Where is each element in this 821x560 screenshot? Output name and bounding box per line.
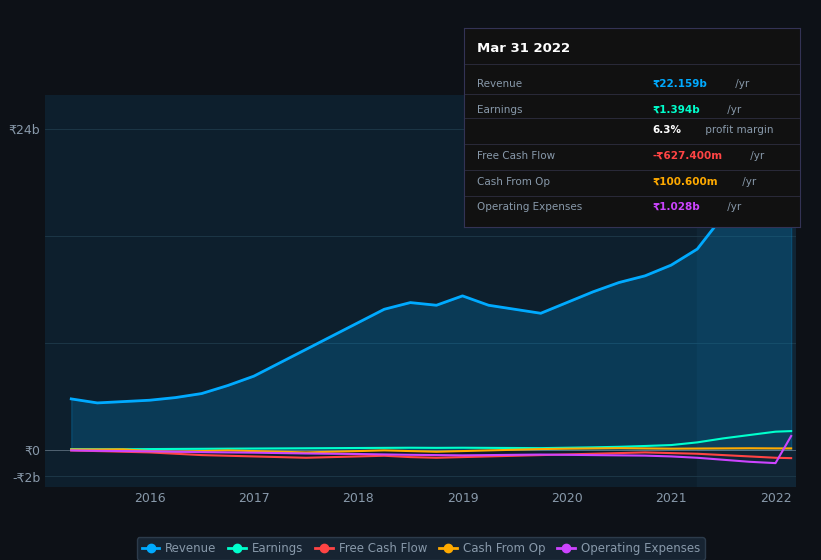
Text: /yr: /yr <box>724 105 741 114</box>
Bar <box>697 95 796 487</box>
Text: profit margin: profit margin <box>702 125 773 136</box>
Text: ₹22.159b: ₹22.159b <box>653 78 707 88</box>
Legend: Revenue, Earnings, Free Cash Flow, Cash From Op, Operating Expenses: Revenue, Earnings, Free Cash Flow, Cash … <box>137 537 704 559</box>
Text: -₹627.400m: -₹627.400m <box>653 151 722 161</box>
Text: Operating Expenses: Operating Expenses <box>477 202 583 212</box>
Text: /yr: /yr <box>724 202 741 212</box>
Text: Mar 31 2022: Mar 31 2022 <box>477 42 571 55</box>
Text: ₹100.600m: ₹100.600m <box>653 177 718 187</box>
Text: ₹1.028b: ₹1.028b <box>653 202 700 212</box>
Text: Earnings: Earnings <box>477 105 523 114</box>
Text: 6.3%: 6.3% <box>653 125 681 136</box>
Text: /yr: /yr <box>739 177 756 187</box>
Text: /yr: /yr <box>732 78 749 88</box>
Text: Free Cash Flow: Free Cash Flow <box>477 151 556 161</box>
Text: Cash From Op: Cash From Op <box>477 177 550 187</box>
Text: Revenue: Revenue <box>477 78 522 88</box>
Text: /yr: /yr <box>746 151 764 161</box>
Text: ₹1.394b: ₹1.394b <box>653 105 700 114</box>
